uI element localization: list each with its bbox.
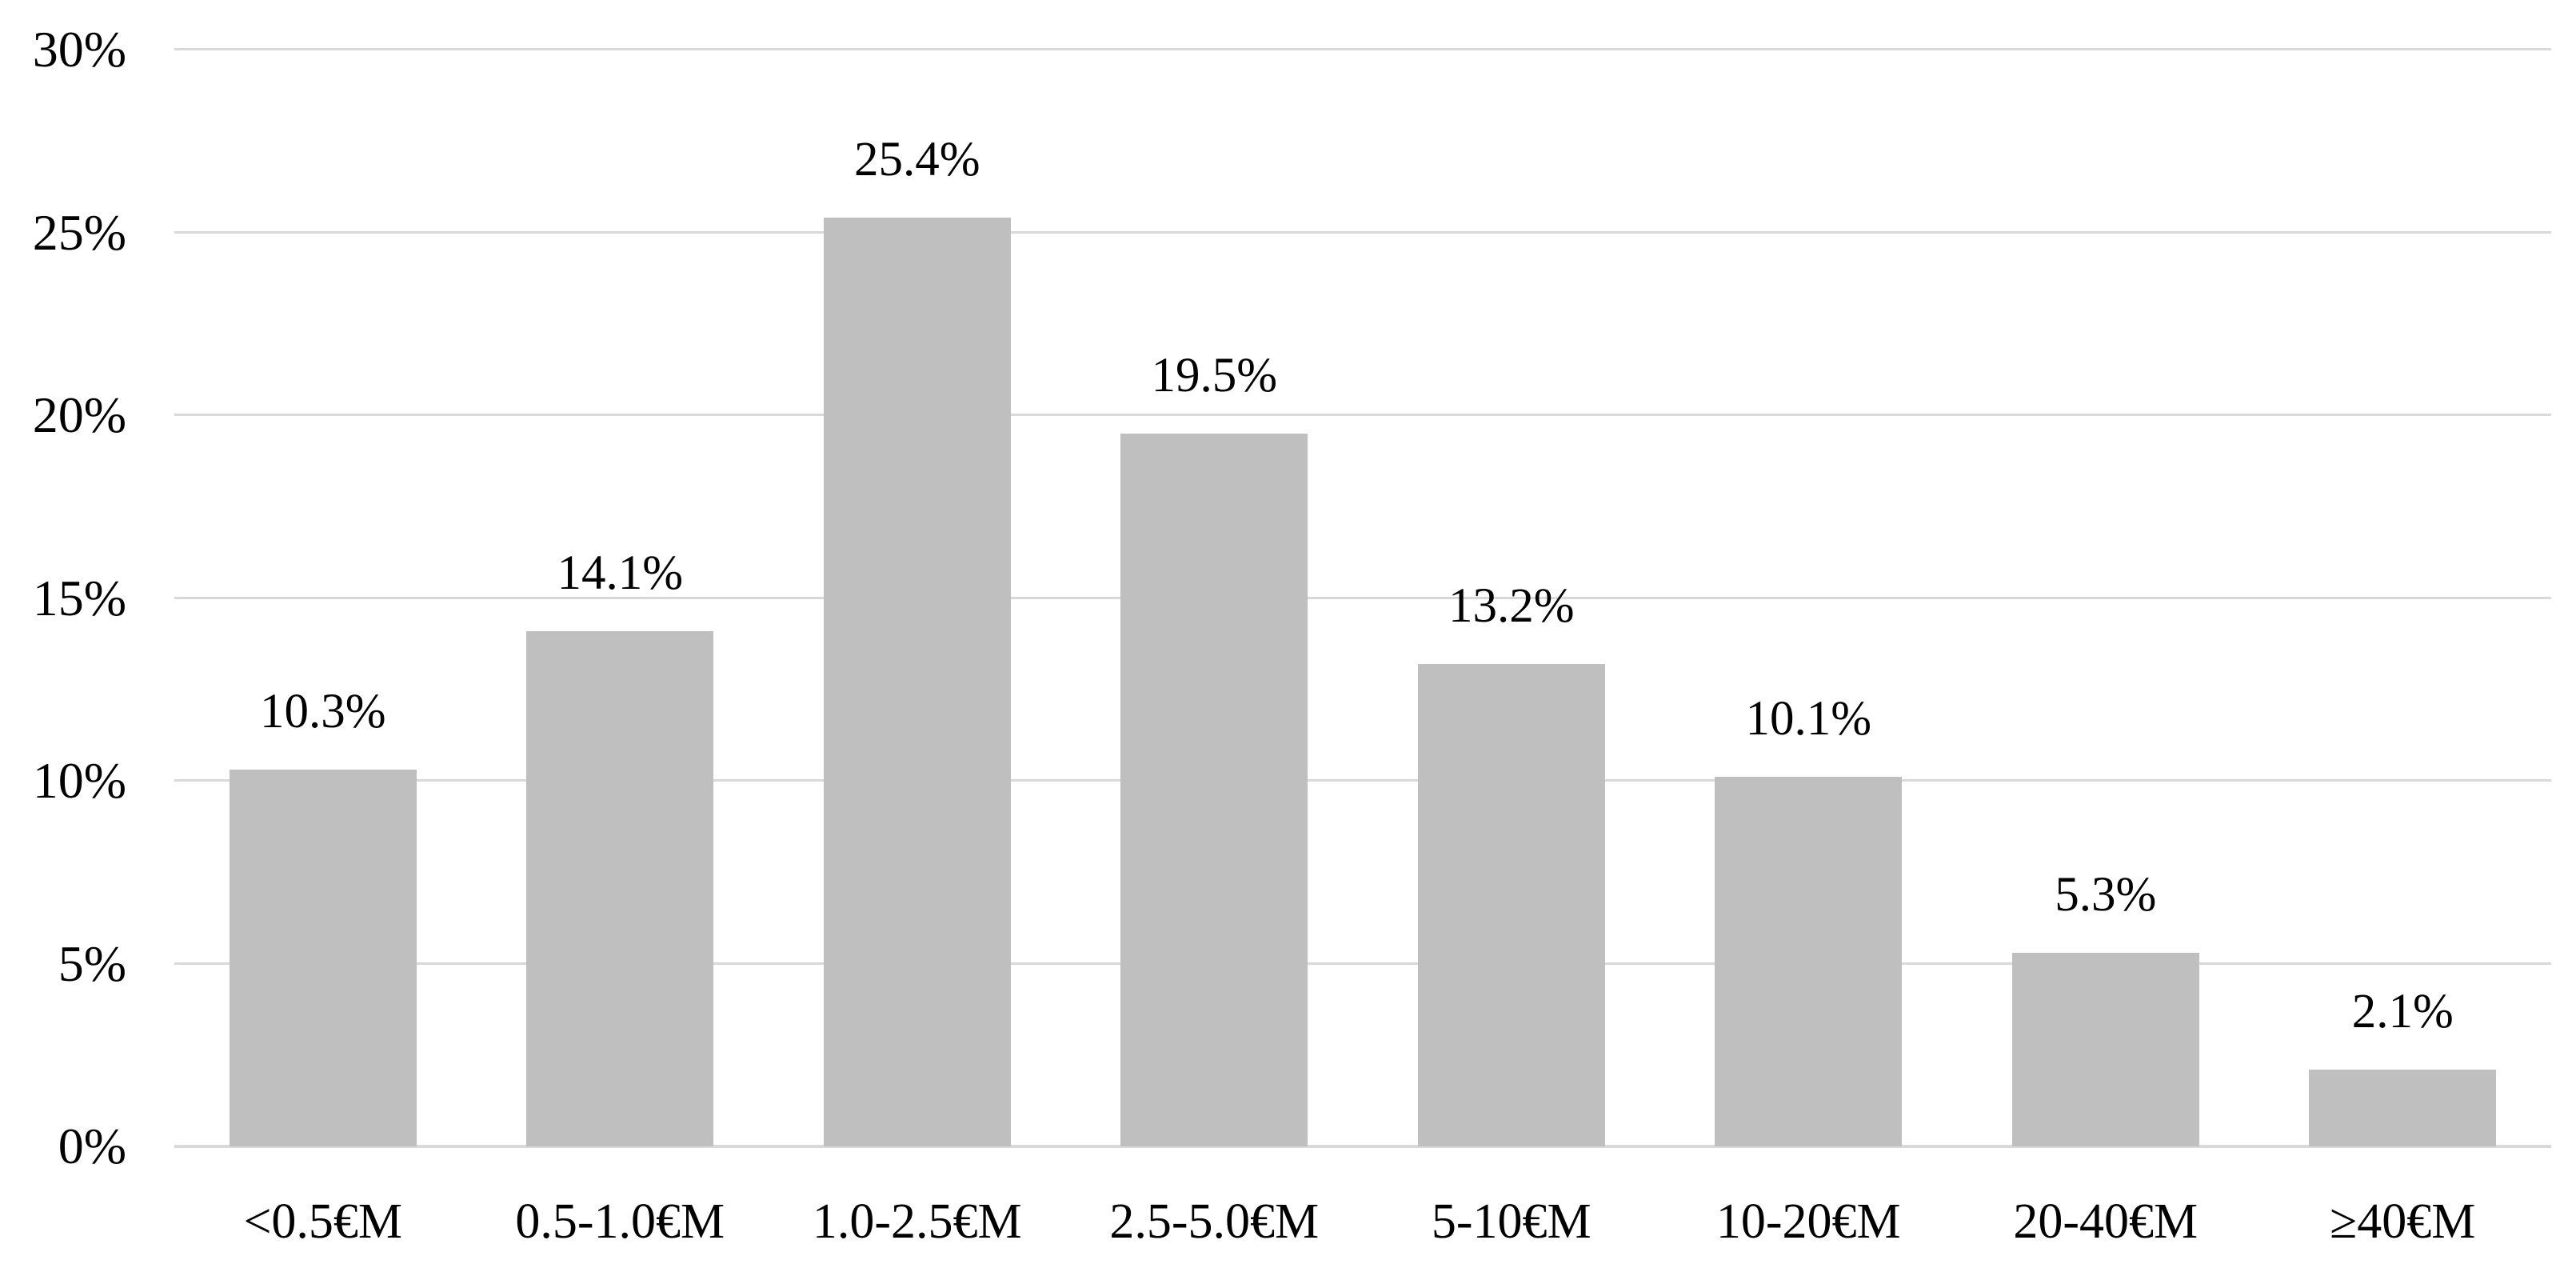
bar — [526, 630, 714, 1146]
gridline — [174, 596, 2551, 599]
plot-area: 10.3% 14.1% 25.4% 19.5% 13.2% 10.1% 5.3% 2.1% — [174, 48, 2552, 1148]
bar-value-label: 25.4% — [853, 133, 980, 187]
bar-value-label: 2.1% — [2351, 985, 2454, 1039]
y-axis-tick-label: 15% — [32, 569, 126, 626]
bar-slot: 10.1% — [1660, 50, 1958, 1146]
bar — [1417, 663, 1605, 1146]
bar-slot: 14.1% — [472, 50, 769, 1146]
y-axis-tick-label: 5% — [58, 934, 126, 992]
bar-slot: 13.2% — [1363, 50, 1660, 1146]
x-axis-category-label: ≥40€M — [2330, 1194, 2476, 1249]
bar — [229, 770, 417, 1146]
bar-value-label: 10.3% — [259, 685, 386, 739]
gridline — [174, 779, 2551, 782]
y-axis-tick-label: 30% — [32, 21, 126, 78]
x-axis-category-label: 10-20€M — [1715, 1194, 1901, 1249]
bar — [823, 218, 1011, 1146]
gridline — [174, 48, 2551, 50]
y-axis-tick-label: 0% — [58, 1118, 126, 1174]
bar-slot: 10.3% — [174, 50, 472, 1146]
y-axis-tick-label: 10% — [32, 752, 126, 809]
bar-value-label: 14.1% — [557, 546, 684, 600]
x-axis-category-label: 1.0-2.5€M — [812, 1194, 1022, 1249]
gridline — [174, 414, 2551, 417]
gridline — [174, 962, 2551, 965]
bar — [1120, 433, 1308, 1146]
x-axis-category-label: <0.5€M — [243, 1194, 403, 1249]
bar-slot: 19.5% — [1066, 50, 1364, 1146]
bar-slot: 2.1% — [2254, 50, 2552, 1146]
bar-slot: 25.4% — [769, 50, 1066, 1146]
y-axis-tick-label: 20% — [32, 386, 126, 443]
bar-value-label: 5.3% — [2055, 867, 2157, 922]
bar-value-label: 10.1% — [1745, 692, 1872, 746]
x-axis-category-label: 0.5-1.0€M — [515, 1194, 725, 1249]
x-axis-category-label: 5-10€M — [1431, 1194, 1592, 1249]
bar — [2309, 1070, 2497, 1146]
bar — [1715, 777, 1903, 1146]
gridline — [174, 230, 2551, 234]
x-axis-line — [174, 1145, 2551, 1148]
bar-value-label: 19.5% — [1151, 348, 1278, 402]
bar-slot: 5.3% — [1957, 50, 2254, 1146]
x-axis-category-label: 2.5-5.0€M — [1109, 1194, 1320, 1249]
bar — [2011, 952, 2199, 1146]
y-axis-tick-label: 25% — [32, 203, 126, 261]
bar-value-label: 13.2% — [1448, 578, 1575, 633]
y-axis: 0% 5% 10% 15% 20% 25% 30% — [0, 24, 126, 1172]
x-axis-category-label: 20-40€M — [2013, 1194, 2199, 1249]
x-axis: <0.5€M 0.5-1.0€M 1.0-2.5€M 2.5-5.0€M 5-10€M 1… — [174, 1190, 2551, 1262]
